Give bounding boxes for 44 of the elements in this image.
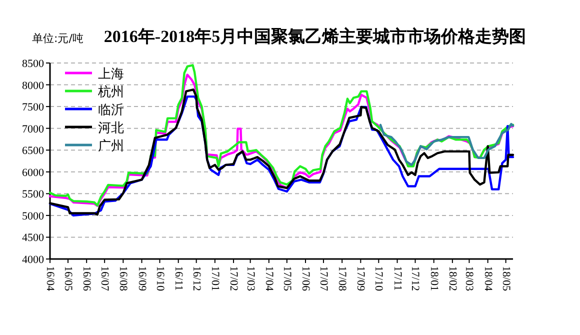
y-axis-title: 单位:元/吨: [32, 32, 84, 45]
y-tick-label: 5500: [22, 188, 44, 201]
x-tick-label: 18/05: [500, 266, 512, 292]
x-tick-label: 16/05: [62, 266, 74, 292]
x-tick-label: 16/07: [98, 266, 111, 292]
legend-label: 上海: [98, 67, 124, 82]
x-tick-label: 17/09: [354, 266, 367, 292]
x-tick-label: 17/03: [244, 266, 256, 292]
x-tick-label: 18/04: [482, 266, 494, 292]
y-tick-label: 8500: [22, 58, 44, 70]
x-tick-label: 17/07: [317, 266, 330, 292]
x-tick-label: 18/01: [428, 266, 440, 292]
x-tick-label: 18/03: [463, 266, 476, 292]
legend-label: 杭州: [97, 85, 124, 100]
x-tick-label: 16/11: [172, 266, 184, 291]
x-tick-label: 17/02: [228, 266, 240, 292]
x-tick-label: 16/06: [80, 266, 93, 292]
y-tick-label: 7500: [22, 102, 44, 114]
x-tick-label: 16/09: [136, 266, 148, 292]
chart-title: 2016年-2018年5月中国聚氯乙烯主要城市市场价格走势图: [104, 27, 526, 46]
y-tick-label: 6000: [22, 166, 44, 179]
x-tick-label: 17/05: [280, 266, 293, 292]
x-tick-label: 16/04: [44, 266, 56, 292]
legend-label: 河北: [98, 121, 124, 136]
x-tick-label: 16/10: [154, 266, 166, 292]
y-tick-label: 4000: [22, 254, 44, 266]
legend-label: 临沂: [98, 103, 124, 118]
x-tick-label: 17/01: [208, 266, 221, 292]
x-tick-label: 17/04: [262, 266, 275, 292]
y-tick-label: 5000: [22, 210, 44, 222]
x-tick-label: 18/02: [446, 266, 458, 292]
x-tick-label: 16/08: [117, 266, 130, 292]
legend-label: 广州: [98, 139, 124, 154]
x-tick-label: 17/08: [336, 266, 348, 292]
x-tick-label: 16/12: [190, 266, 202, 292]
y-tick-label: 4500: [22, 232, 44, 244]
y-tick-label: 6500: [22, 145, 44, 158]
y-tick-label: 8000: [22, 80, 44, 92]
line-series: [379, 122, 514, 166]
x-tick-label: 17/10: [372, 266, 385, 292]
x-tick-label: 17/12: [409, 266, 422, 292]
y-tick-label: 7000: [22, 123, 44, 136]
x-tick-label: 17/11: [391, 266, 404, 291]
x-tick-label: 17/06: [299, 266, 312, 292]
